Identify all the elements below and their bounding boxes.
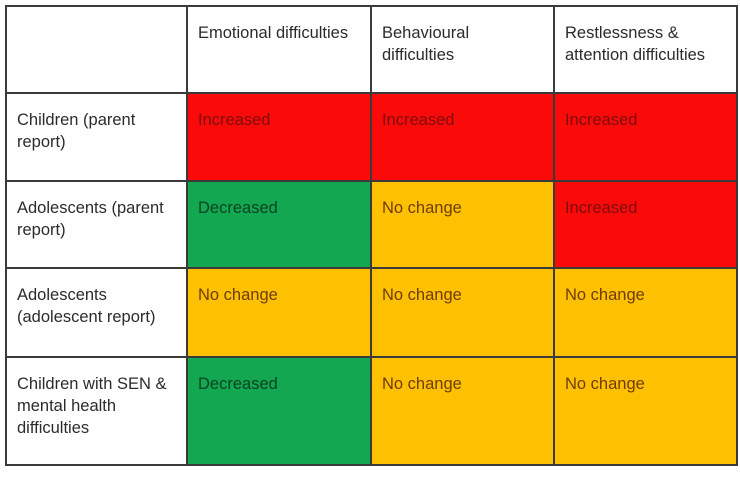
value-cell: Increased [553,180,738,269]
column-header-behavioural: Behavioural difficulties [370,5,555,94]
row-label-adolescents-adolescent: Adolescents (adolescent report) [5,267,188,358]
table-row: Adolescents (parent report) Decreased No… [5,180,738,269]
table-row: Children (parent report) Increased Incre… [5,92,738,182]
row-label-children-sen: Children with SEN & mental health diffic… [5,356,188,466]
value-cell: No change [553,356,738,466]
value-cell: Decreased [186,356,372,466]
table-row: Children with SEN & mental health diffic… [5,356,738,466]
header-row: Emotional difficulties Behavioural diffi… [5,5,738,94]
value-cell: Decreased [186,180,372,269]
value-cell: Increased [553,92,738,182]
difficulties-change-table: Emotional difficulties Behavioural diffi… [5,5,738,466]
value-cell: No change [370,180,555,269]
column-header-emotional: Emotional difficulties [186,5,372,94]
corner-cell [5,5,188,94]
value-cell: No change [186,267,372,358]
value-cell: No change [370,267,555,358]
row-label-adolescents-parent: Adolescents (parent report) [5,180,188,269]
value-cell: Increased [186,92,372,182]
value-cell: Increased [370,92,555,182]
table-row: Adolescents (adolescent report) No chang… [5,267,738,358]
column-header-restlessness-attention: Restlessness & attention difficulties [553,5,738,94]
value-cell: No change [553,267,738,358]
value-cell: No change [370,356,555,466]
row-label-children-parent: Children (parent report) [5,92,188,182]
